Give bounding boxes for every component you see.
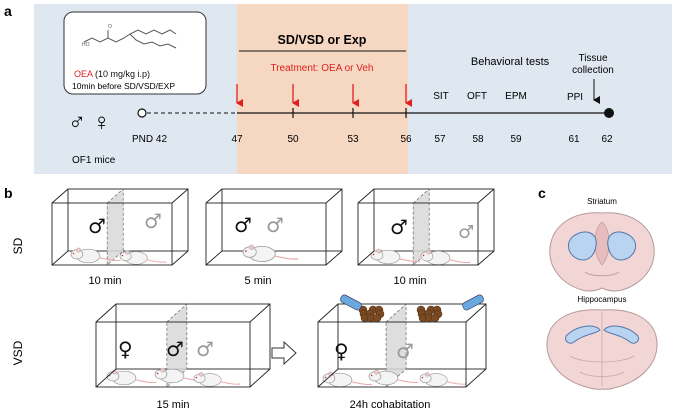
hollow-right-arrow-icon <box>271 340 297 366</box>
cage: ♂ ♂ <box>51 188 189 266</box>
compound-card: HO O OEA (10 mg/kg i.p) 10min before SD/… <box>63 11 207 95</box>
female-symbol: ♀ <box>334 339 349 363</box>
cage-layer: ♂ ♂ ♂ ♂ ♂ ♂♀ ♂ ♂ ♀ ♂ <box>51 188 495 388</box>
water-bottle-icon <box>462 294 484 311</box>
behavioral-test-label: OFT <box>467 91 487 102</box>
timeline-tick-label: 58 <box>472 134 484 145</box>
behavioral-test-labels: SIT OFT EPM PPI <box>433 91 583 103</box>
timeline-tick-label: 57 <box>434 134 446 145</box>
timeline-end-node <box>604 108 614 118</box>
water-bottle-icon <box>340 294 362 311</box>
region-label-striatum: Striatum <box>587 197 617 206</box>
cage-partition <box>106 188 124 266</box>
hippocampus-right-region <box>603 325 639 344</box>
behavioral-title: Behavioral tests <box>471 56 550 68</box>
hippocampus-left-region <box>565 325 601 344</box>
tissue-title-2: collection <box>572 65 614 76</box>
cage-partition <box>385 303 407 388</box>
male-symbol: ♂ <box>390 215 408 239</box>
time-label-sd-3: 10 min <box>393 275 426 287</box>
stress-title: SD/VSD or Exp <box>278 33 367 47</box>
timeline-tick-label: 53 <box>347 134 359 145</box>
brain-section-striatum <box>549 212 655 292</box>
svg-text:O: O <box>108 24 112 30</box>
time-label-sd-1: 10 min <box>88 275 121 287</box>
time-label-vsd-1: 15 min <box>156 399 189 411</box>
panel-c-label: c <box>538 185 546 201</box>
male-symbol: ♂ <box>144 209 162 233</box>
timeline-tick-label: 47 <box>231 134 243 145</box>
mouse-icon <box>193 372 241 387</box>
mouse-icon <box>420 249 471 266</box>
stress-period-background <box>237 4 408 174</box>
timeline-ticks <box>292 108 407 118</box>
striatum-left-region <box>567 231 597 261</box>
cage-partition <box>412 188 430 266</box>
mouse-icon <box>106 369 157 386</box>
timeline-tick-label: 59 <box>510 134 522 145</box>
timeline-tick-label: 62 <box>601 134 613 145</box>
mouse-icon <box>242 244 299 262</box>
timeline-start-node <box>137 108 147 118</box>
female-symbol: ♀ <box>118 337 133 361</box>
male-symbol: ♂ <box>266 213 284 237</box>
male-symbol: ♂ <box>196 337 214 361</box>
cage: ♂ ♂ <box>205 188 343 266</box>
tissue-title-1: Tissue <box>578 53 608 64</box>
treatment-arrows <box>236 84 412 107</box>
region-label-hippocampus: Hippocampus <box>578 295 627 304</box>
row-label-vsd: VSD <box>11 340 25 365</box>
compound-dose: (10 mg/kg i.p) <box>93 69 151 79</box>
male-symbol: ♂ <box>458 222 474 243</box>
treatment-label: Treatment: OEA or Veh <box>270 63 373 74</box>
row-label-sd: SD <box>11 237 25 254</box>
mouse-icon <box>370 248 421 265</box>
cage: ♀ ♂ <box>317 294 487 388</box>
brain-section-hippocampus <box>546 309 658 390</box>
sex-symbols: ♂ ♀ <box>68 109 111 136</box>
male-symbol: ♂ <box>166 337 184 361</box>
time-label-sd-2: 5 min <box>245 275 272 287</box>
mice-label: OF1 mice <box>72 155 116 166</box>
cage: ♂ ♂ <box>357 188 495 266</box>
behavioral-test-label: PPI <box>567 92 583 103</box>
male-symbol: ♂ <box>396 339 414 363</box>
panel-b-label: b <box>4 185 13 201</box>
svg-text:OEA (10 mg/kg i.p): OEA (10 mg/kg i.p) <box>74 69 150 79</box>
panel-a-label: a <box>4 3 12 19</box>
compound-name: OEA <box>74 69 93 79</box>
mouse-icon <box>419 372 467 387</box>
cage-partition <box>166 303 188 388</box>
mouse-icon <box>70 247 121 264</box>
oea-structure-icon <box>83 29 177 49</box>
male-symbol: ♂ <box>234 213 252 237</box>
timeline-tick-label: 61 <box>568 134 580 145</box>
timeline-tick-label: 50 <box>287 134 299 145</box>
mouse-icon <box>368 369 419 386</box>
compound-timing: 10min before SD/VSD/EXP <box>72 81 175 91</box>
mouse-icon <box>322 371 373 388</box>
cage: ♀ ♂ ♂ <box>95 303 271 388</box>
striatum-right-region <box>607 231 637 261</box>
behavioral-test-label: SIT <box>433 91 449 102</box>
timeline-tick-label: 56 <box>400 134 412 145</box>
time-label-vsd-2: 24h cohabitation <box>350 399 431 411</box>
behavioral-test-label: EPM <box>505 91 527 102</box>
timeline-tick-labels: 47 50 53 56 57 58 59 61 62 <box>231 134 613 145</box>
mouse-icon <box>119 250 167 265</box>
male-symbol: ♂ <box>88 214 106 238</box>
svg-text:HO: HO <box>82 42 90 48</box>
timeline-start-label: PND 42 <box>132 134 167 145</box>
